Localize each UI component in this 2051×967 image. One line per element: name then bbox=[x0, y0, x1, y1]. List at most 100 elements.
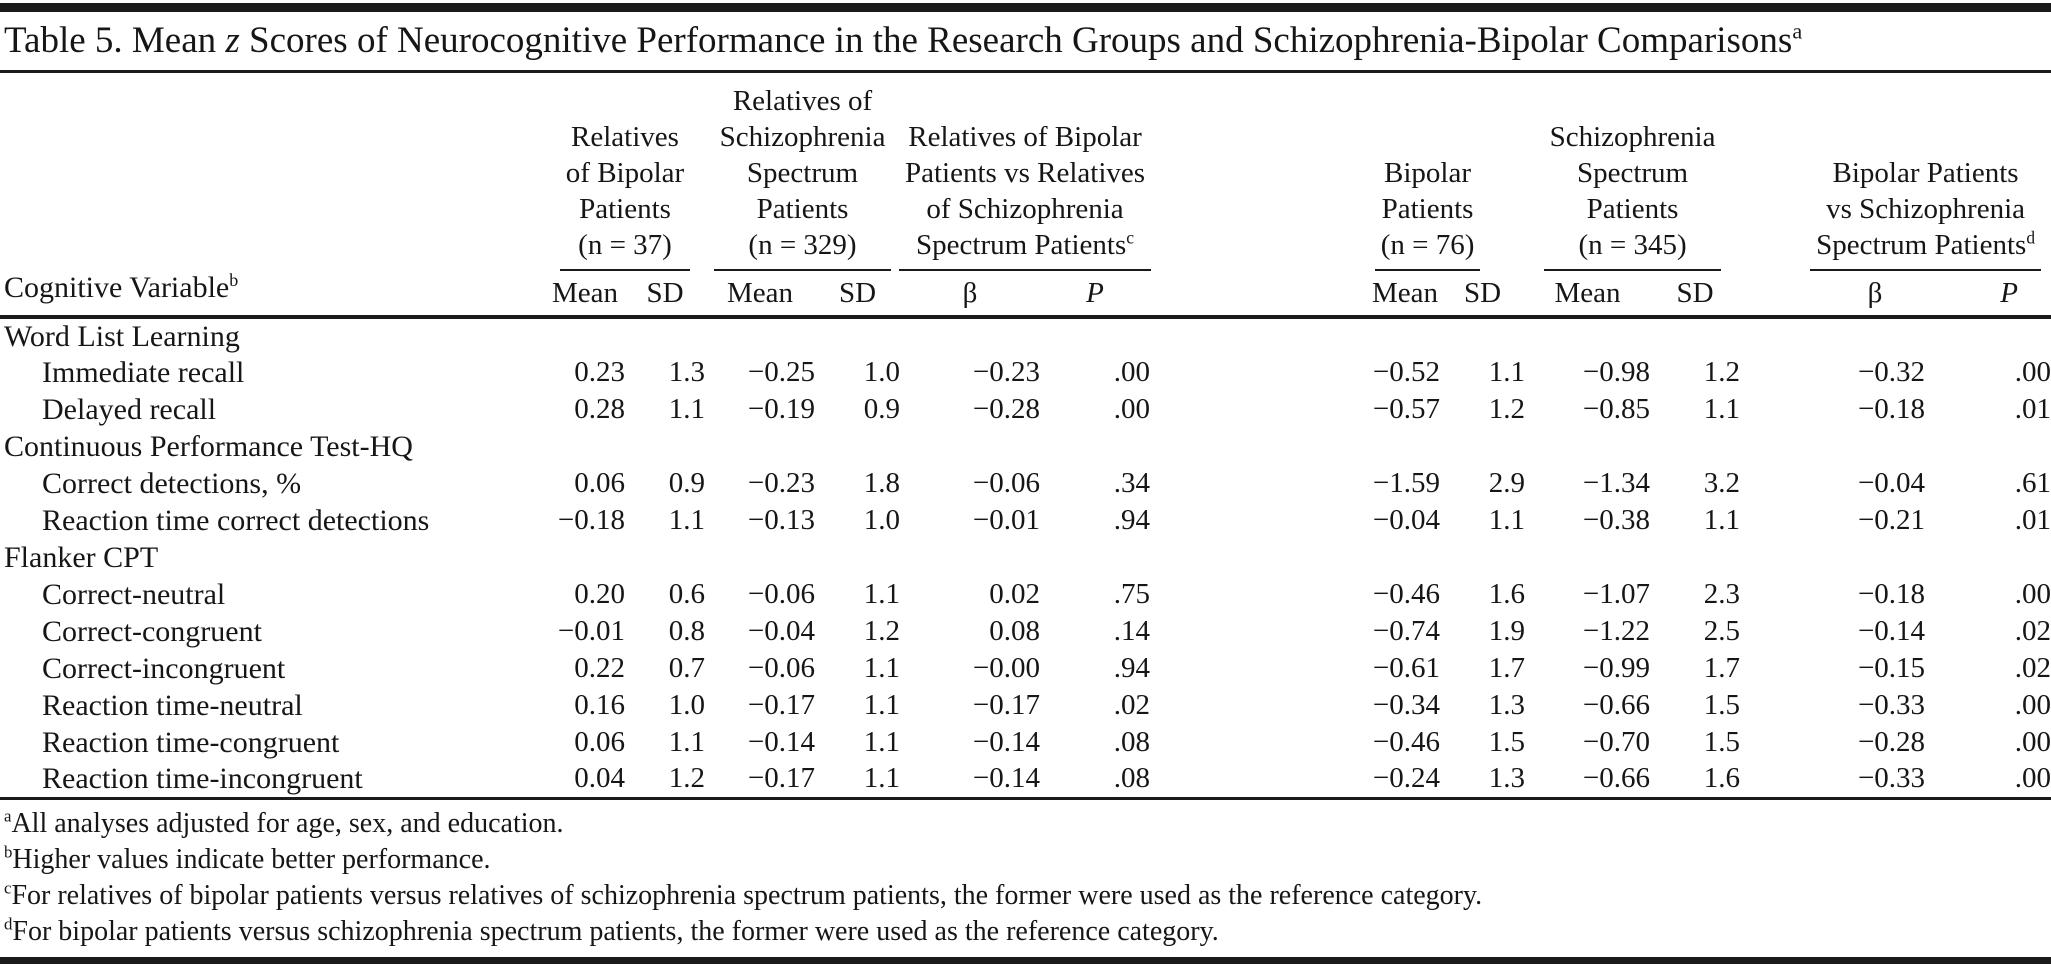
table-row: Correct-congruent −0.01 0.8 −0.04 1.2 0.… bbox=[0, 613, 2051, 650]
data-cell: .02 bbox=[2014, 652, 2051, 684]
data-cell: 0.7 bbox=[668, 652, 705, 684]
data-cell: −0.28 bbox=[1857, 726, 1926, 758]
table-row: Correct-neutral 0.20 0.6 −0.06 1.1 0.02 … bbox=[0, 576, 2051, 613]
data-cell: 1.5 bbox=[1703, 726, 1741, 758]
group-label: Relatives of Bipolar Patients vs Relativ… bbox=[899, 119, 1152, 271]
data-cell: .94 bbox=[1113, 504, 1151, 536]
data-cell: 1.3 bbox=[668, 356, 705, 388]
data-cell: 1.2 bbox=[625, 761, 705, 800]
data-cell: 0.9 bbox=[863, 393, 901, 425]
data-cell: −0.99 bbox=[1582, 652, 1651, 684]
data-cell: −0.14 bbox=[1857, 615, 1926, 647]
data-cell: .00 bbox=[2014, 578, 2051, 610]
data-cell: 0.22 bbox=[574, 652, 625, 684]
data-cell: −0.52 bbox=[1372, 356, 1441, 388]
subheader-mean: Mean bbox=[705, 271, 815, 319]
data-cell: −0.15 bbox=[1857, 652, 1926, 684]
bottom-rule bbox=[0, 956, 2051, 964]
data-cell: −0.98 bbox=[1582, 356, 1651, 388]
data-cell: −0.70 bbox=[1582, 726, 1651, 758]
column-group-schizophrenia-patients: Schizophrenia Spectrum Patients (n = 345… bbox=[1525, 73, 1740, 271]
data-cell: −0.32 bbox=[1857, 356, 1926, 388]
data-cell: 0.06 bbox=[574, 467, 625, 499]
data-cell: −0.66 bbox=[1525, 761, 1651, 800]
data-cell: 1.7 bbox=[1703, 652, 1741, 684]
group-label: Relatives of Schizophrenia Spectrum Pati… bbox=[713, 83, 892, 271]
data-cell: −0.38 bbox=[1582, 504, 1651, 536]
footnote-text: All analyses adjusted for age, sex, and … bbox=[11, 807, 564, 839]
table-title-part1: Table 5. Mean bbox=[4, 20, 226, 61]
data-cell: 1.1 bbox=[863, 689, 901, 721]
data-cell: .00 bbox=[2014, 356, 2051, 388]
data-cell: 0.02 bbox=[989, 578, 1041, 610]
row-label: Reaction time-incongruent bbox=[0, 761, 545, 800]
data-cell: −0.66 bbox=[1582, 689, 1651, 721]
data-cell: .00 bbox=[1925, 761, 2051, 800]
column-group-relatives-bipolar: Relatives of Bipolar Patients (n = 37) bbox=[545, 73, 705, 271]
footnote-d: dFor bipolar patients versus schizophren… bbox=[4, 914, 2051, 950]
data-cell: −1.22 bbox=[1582, 615, 1651, 647]
data-cell: −0.33 bbox=[1740, 761, 1926, 800]
group-wrap: Relatives of Bipolar Patients (n = 37) bbox=[545, 119, 705, 271]
data-cell: 1.1 bbox=[668, 393, 705, 425]
table-body: Word List Learning Immediate recall 0.23… bbox=[0, 317, 2051, 800]
group-wrap: Relatives of Bipolar Patients vs Relativ… bbox=[899, 119, 1152, 271]
journal-table-page: { "title": { "part1": "Table 5. Mean ", … bbox=[0, 3, 2051, 967]
row-label: Reaction time correct detections bbox=[42, 503, 430, 537]
data-cell: .00 bbox=[2014, 689, 2051, 721]
footnotes: aAll analyses adjusted for age, sex, and… bbox=[0, 806, 2051, 950]
group-label-text: Bipolar Patients vs Schizophrenia Spectr… bbox=[1816, 157, 2027, 261]
data-cell: 0.06 bbox=[574, 726, 625, 758]
data-cell: −0.19 bbox=[747, 393, 815, 425]
data-cell: 1.9 bbox=[1488, 615, 1526, 647]
data-cell: −0.28 bbox=[972, 393, 1041, 425]
data-cell: −0.06 bbox=[747, 652, 815, 684]
data-cell: −0.17 bbox=[747, 689, 815, 721]
data-cell: −0.74 bbox=[1372, 615, 1441, 647]
subheader-sd: SD bbox=[1440, 271, 1526, 319]
data-cell: 0.23 bbox=[574, 356, 625, 388]
data-cell: −0.46 bbox=[1372, 726, 1441, 758]
footnote-text: For bipolar patients versus schizophreni… bbox=[12, 915, 1219, 947]
group-label: Schizophrenia Spectrum Patients (n = 345… bbox=[1543, 119, 1722, 271]
footnote-b: bHigher values indicate better performan… bbox=[4, 842, 2051, 878]
data-cell: −0.57 bbox=[1372, 393, 1441, 425]
row-label: Immediate recall bbox=[42, 355, 245, 389]
data-cell: .00 bbox=[1113, 356, 1151, 388]
group-label-text: Relatives of Bipolar Patients (n = 37) bbox=[565, 121, 685, 261]
data-cell: 1.1 bbox=[815, 761, 901, 800]
data-cell: 0.8 bbox=[668, 615, 705, 647]
column-header-cognitive-variable: Cognitive Variableb bbox=[0, 73, 545, 319]
group-label-text: Relatives of Bipolar Patients vs Relativ… bbox=[905, 121, 1146, 261]
subheader-beta: β bbox=[900, 271, 1041, 319]
group-footnote-marker: c bbox=[1126, 227, 1134, 248]
data-cell: 1.1 bbox=[1703, 393, 1741, 425]
table-section-row: Flanker CPT bbox=[0, 539, 2051, 576]
data-cell: 1.6 bbox=[1488, 578, 1526, 610]
data-cell: 1.2 bbox=[1703, 356, 1741, 388]
footnote-c: cFor relatives of bipolar patients versu… bbox=[4, 878, 2051, 914]
data-cell: 2.5 bbox=[1703, 615, 1741, 647]
data-cell: −0.06 bbox=[972, 467, 1041, 499]
data-cell: −0.33 bbox=[1857, 689, 1926, 721]
footnote-marker: b bbox=[4, 842, 13, 862]
table-header: Cognitive Variableb Relatives of Bipolar… bbox=[0, 73, 2051, 319]
data-cell: 0.16 bbox=[574, 689, 625, 721]
data-cell: −0.85 bbox=[1582, 393, 1651, 425]
row-label: Correct detections, % bbox=[42, 466, 302, 500]
data-cell: −0.24 bbox=[1150, 761, 1441, 800]
data-cell: −0.04 bbox=[747, 615, 815, 647]
data-cell: 0.04 bbox=[545, 761, 625, 800]
data-cell: −0.04 bbox=[1857, 467, 1926, 499]
data-cell: 1.0 bbox=[668, 689, 705, 721]
data-cell: −0.23 bbox=[747, 467, 815, 499]
table-row: Delayed recall 0.28 1.1 −0.19 0.9 −0.28 … bbox=[0, 391, 2051, 428]
data-cell: 2.3 bbox=[1703, 578, 1741, 610]
data-cell: −0.06 bbox=[747, 578, 815, 610]
row-label: Correct-congruent bbox=[42, 614, 262, 648]
group-header-row: Cognitive Variableb Relatives of Bipolar… bbox=[0, 73, 2051, 319]
data-cell: .08 bbox=[1040, 761, 1151, 800]
section-label: Word List Learning bbox=[4, 319, 240, 353]
data-cell: −0.18 bbox=[1857, 578, 1926, 610]
group-wrap: Schizophrenia Spectrum Patients (n = 345… bbox=[1525, 119, 1740, 271]
